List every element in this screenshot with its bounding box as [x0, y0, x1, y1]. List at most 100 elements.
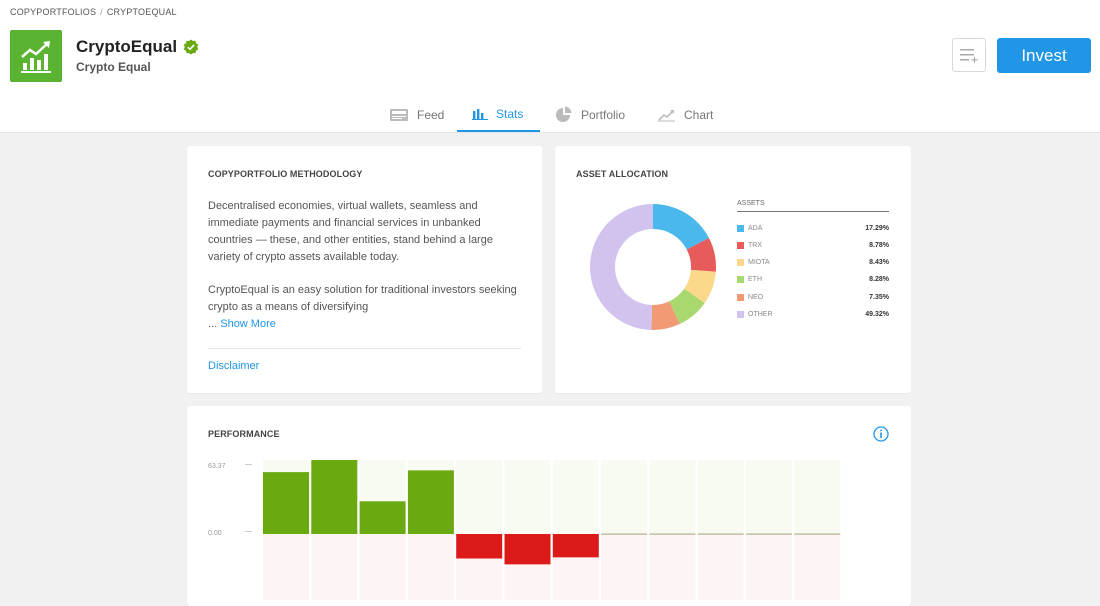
performance-bar-chart	[263, 460, 841, 600]
tab-feed-label: Feed	[417, 108, 445, 122]
legend-row-neo: NEO 7.35%	[737, 291, 889, 303]
legend-asset-name: ADA	[748, 224, 763, 232]
methodology-text: Decentralised economies, virtual wallets…	[208, 198, 518, 333]
bar-background-negative	[649, 534, 696, 600]
performance-bar[interactable]	[697, 533, 744, 535]
y-axis-zero-tick: —	[245, 528, 252, 535]
tab-chart[interactable]: Chart	[658, 98, 713, 132]
bar-background-negative	[407, 534, 454, 600]
legend-swatch	[737, 241, 744, 249]
portfolio-logo	[10, 30, 62, 82]
performance-bar[interactable]	[504, 534, 551, 565]
bar-background-positive	[746, 460, 792, 534]
legend-asset-value: 8.78%	[869, 241, 889, 249]
legend-header: ASSETS	[737, 200, 889, 212]
methodology-card: COPYPORTFOLIO METHODOLOGY Decentralised …	[187, 146, 542, 393]
legend-row-eth: ETH 8.28%	[737, 274, 889, 286]
donut-slice-ada	[653, 204, 709, 250]
bar-background-negative	[601, 534, 648, 600]
bar-background-negative	[746, 534, 792, 600]
tab-portfolio[interactable]: Portfolio	[555, 98, 625, 132]
methodology-ellipsis: ...	[208, 318, 218, 330]
chart-up-icon	[21, 41, 51, 73]
bar-background-negative	[359, 534, 406, 600]
legend-swatch	[737, 276, 744, 284]
performance-bar[interactable]	[311, 460, 358, 534]
donut-slice-miota	[684, 269, 716, 304]
methodology-paragraph-2: CryptoEqual is an easy solution for trad…	[208, 284, 517, 313]
performance-bar[interactable]	[407, 470, 454, 534]
tab-stats[interactable]: Stats	[457, 98, 540, 132]
donut-slice-neo	[651, 301, 680, 330]
bar-background-positive	[601, 460, 648, 534]
breadcrumb-current: CRYPTOEQUAL	[106, 7, 177, 17]
performance-bar[interactable]	[649, 533, 696, 535]
line-chart-icon	[658, 110, 675, 122]
legend-swatch	[737, 259, 744, 267]
asset-allocation-donut	[589, 204, 716, 330]
legend-asset-name: NEO	[748, 293, 764, 301]
methodology-title: COPYPORTFOLIO METHODOLOGY	[208, 169, 363, 179]
donut-slice-other	[589, 204, 653, 330]
asset-allocation-card: ASSET ALLOCATION ASSETS ADA 17.29% TRX 8.78…	[555, 146, 911, 393]
bar-background-positive	[456, 460, 503, 534]
y-axis-zero-label: 0.00	[208, 530, 222, 537]
performance-bar[interactable]	[746, 533, 792, 535]
y-axis-max-tick: —	[245, 461, 252, 468]
bar-background-negative	[697, 534, 744, 600]
legend-asset-value: 8.43%	[869, 259, 889, 267]
invest-button[interactable]: Invest	[997, 38, 1091, 73]
legend-asset-name: ETH	[748, 276, 762, 284]
performance-title: PERFORMANCE	[208, 429, 280, 439]
bar-background-negative	[311, 534, 358, 600]
legend-asset-value: 7.35%	[869, 293, 889, 301]
tab-stats-label: Stats	[496, 107, 524, 121]
page-header: COPYPORTFOLIOS / CRYPTOEQUAL CryptoEqual C…	[0, 0, 1100, 99]
asset-allocation-title: ASSET ALLOCATION	[576, 169, 669, 179]
performance-bar[interactable]	[456, 534, 503, 559]
info-icon[interactable]	[873, 426, 889, 442]
performance-bar[interactable]	[601, 533, 648, 535]
donut-slice-trx	[686, 237, 716, 272]
performance-bar[interactable]	[794, 533, 841, 535]
portfolio-subtitle: Crypto Equal	[76, 60, 151, 74]
legend-asset-value: 49.32%	[865, 311, 889, 318]
tab-feed[interactable]: Feed	[389, 98, 444, 132]
breadcrumb-separator: /	[100, 7, 103, 17]
y-axis-max-label: 63.37	[208, 463, 226, 470]
add-to-list-icon	[960, 49, 978, 63]
legend-asset-name: MIOTA	[748, 259, 770, 267]
performance-bar[interactable]	[263, 472, 309, 534]
breadcrumb-copyportfolios[interactable]: COPYPORTFOLIOS	[10, 7, 97, 17]
tab-bar: Feed Stats Portfolio Chart	[0, 98, 1100, 133]
breadcrumb: COPYPORTFOLIOS / CRYPTOEQUAL	[10, 7, 177, 17]
tab-chart-label: Chart	[684, 108, 714, 122]
bar-background-negative	[794, 534, 841, 600]
bar-background-positive	[504, 460, 551, 534]
legend-swatch	[737, 224, 744, 232]
portfolio-title: CryptoEqual	[76, 37, 178, 56]
legend-row-trx: TRX 8.78%	[737, 239, 889, 251]
show-more-link[interactable]: Show More	[220, 318, 276, 330]
legend-swatch	[737, 311, 744, 318]
performance-bar[interactable]	[552, 534, 599, 558]
legend-asset-name: TRX	[748, 241, 762, 249]
pie-chart-icon	[556, 106, 572, 122]
legend-row-ada: ADA 17.29%	[737, 222, 889, 234]
legend-row-other: OTHER 49.32%	[737, 309, 889, 321]
legend-asset-name: OTHER	[748, 311, 773, 318]
verified-badge-icon	[183, 39, 199, 55]
disclaimer-link[interactable]: Disclaimer	[208, 360, 260, 372]
performance-bar[interactable]	[359, 501, 406, 534]
legend-row-miota: MIOTA 8.43%	[737, 257, 889, 269]
legend-asset-value: 8.28%	[869, 276, 889, 284]
donut-slice-eth	[669, 288, 705, 325]
bar-background-positive	[697, 460, 744, 534]
legend-swatch	[737, 293, 744, 301]
bar-background-positive	[794, 460, 841, 534]
bar-background-negative	[263, 534, 309, 600]
methodology-paragraph-1: Decentralised economies, virtual wallets…	[208, 200, 493, 263]
legend-asset-value: 17.29%	[865, 224, 889, 232]
bar-background-positive	[552, 460, 599, 534]
add-to-watchlist-button[interactable]	[952, 38, 986, 72]
